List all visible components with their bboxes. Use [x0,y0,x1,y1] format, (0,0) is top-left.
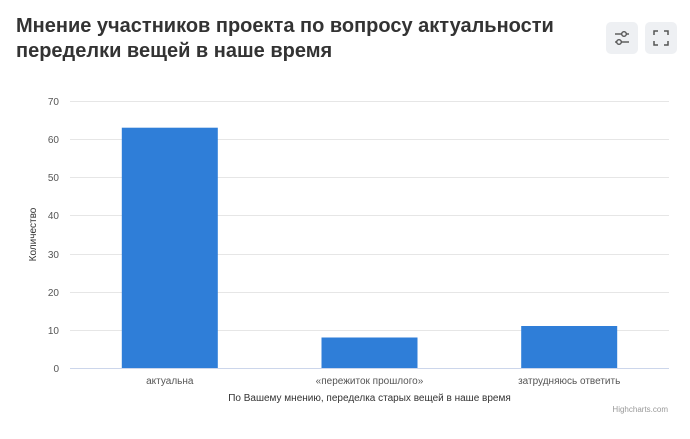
fullscreen-icon [653,30,669,46]
y-tick-label: 60 [48,135,60,146]
x-axis-title: По Вашему мнению, переделка старых вещей… [228,393,511,404]
y-tick-label: 10 [48,326,60,337]
fullscreen-button[interactable] [645,22,677,54]
bars [121,127,618,368]
y-tick-label: 50 [48,173,60,184]
sliders-icon [615,31,629,45]
x-tick-label: затрудняюсь ответить [518,376,620,387]
bar [321,337,418,368]
bar [121,127,218,368]
credits-link[interactable]: Highcharts.com [612,405,668,414]
y-tick-label: 30 [48,250,60,261]
y-axis-ticks: 0 10 20 30 40 50 60 70 [48,97,60,375]
bar [521,326,618,368]
x-tick-label: «пережиток прошлого» [316,376,424,387]
y-tick-label: 0 [53,364,59,375]
x-axis-ticks: актуальна «пережиток прошлого» затрудняюсь… [146,376,620,387]
y-tick-label: 70 [48,97,60,108]
y-axis-title: Количество [28,207,39,261]
x-tick-label: актуальна [146,376,194,387]
y-tick-label: 40 [48,211,60,222]
y-tick-label: 20 [48,288,60,299]
chart-title: Мнение участников проекта по вопросу акт… [16,15,554,62]
chart-settings-button[interactable] [606,22,638,54]
